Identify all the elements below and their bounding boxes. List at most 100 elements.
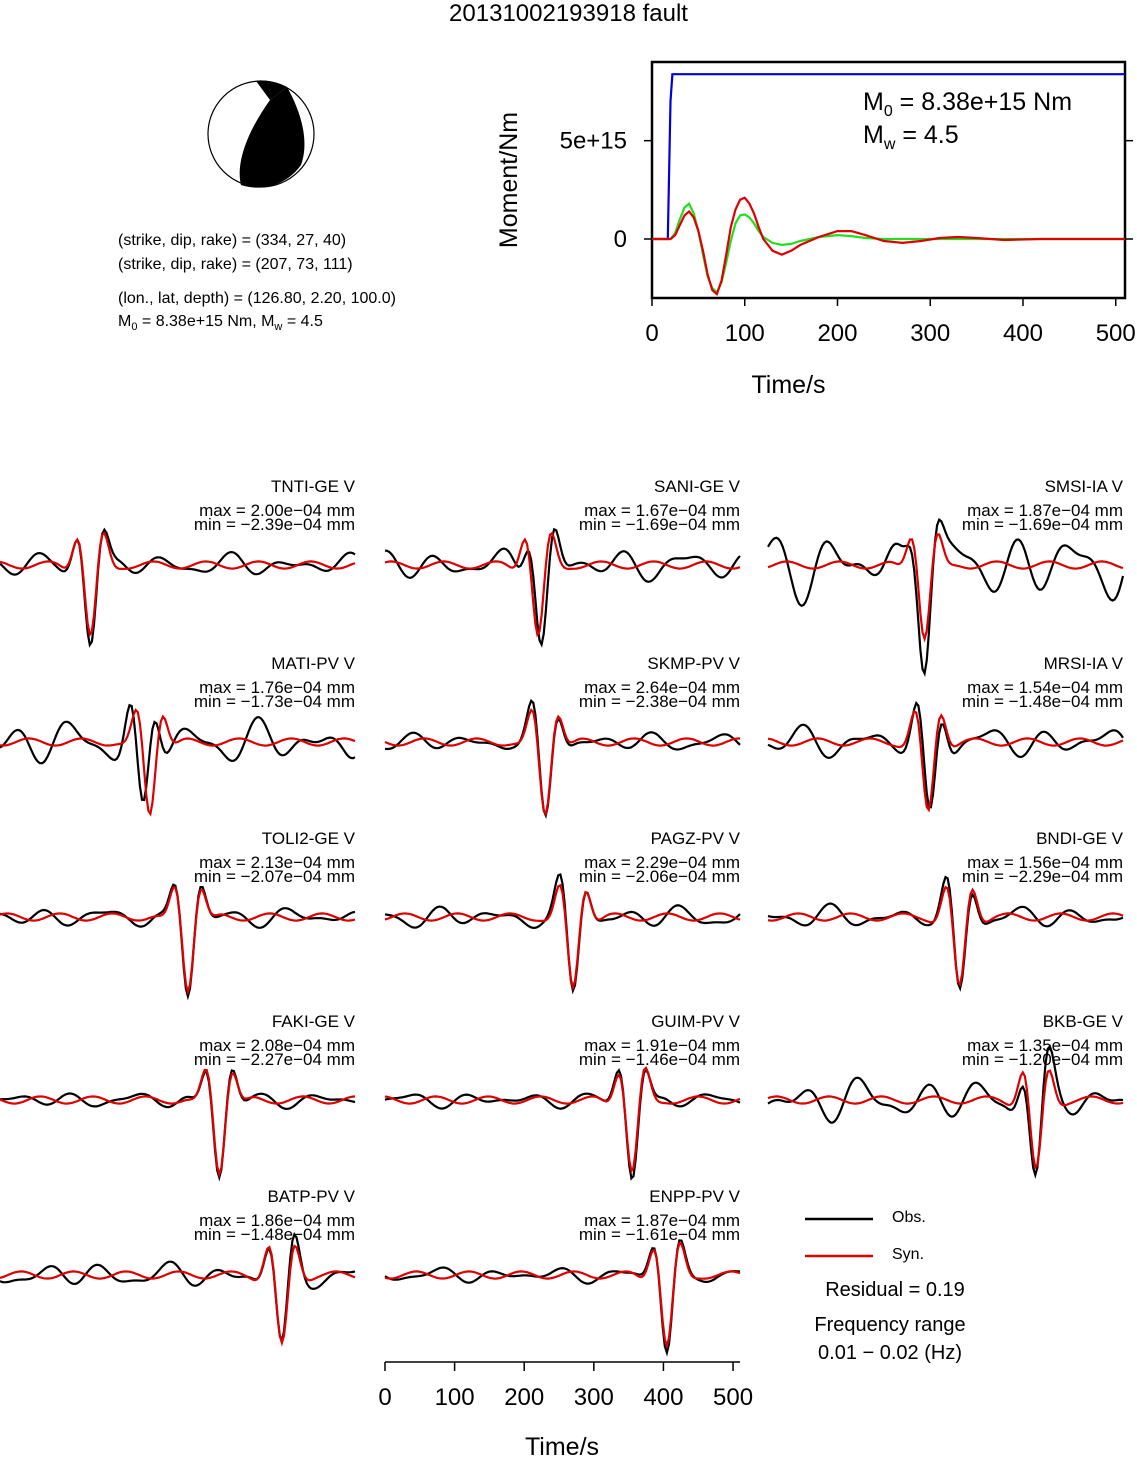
moment-ytick-label: 5e+15 bbox=[560, 128, 627, 155]
wave-xtick-label: 0 bbox=[378, 1384, 391, 1411]
station-min-label: min = −1.69e−04 mm bbox=[961, 515, 1123, 534]
obs-trace bbox=[767, 875, 1124, 992]
moment-plot-frame bbox=[650, 60, 1127, 300]
legend-obs-label: Obs. bbox=[892, 1209, 926, 1226]
obs-trace bbox=[384, 1067, 741, 1181]
station-max-label: max = 1.76e−04 mm bbox=[199, 678, 355, 697]
moment-xtick-label: 300 bbox=[910, 320, 950, 347]
syn-trace bbox=[767, 885, 1124, 988]
station-name-label: GUIM-PV V bbox=[651, 1012, 740, 1031]
params-line1: (strike, dip, rake) = (334, 27, 40) bbox=[118, 232, 347, 249]
syn-trace bbox=[384, 883, 741, 992]
legend bbox=[805, 1217, 873, 1258]
syn-trace bbox=[767, 709, 1124, 813]
station-max-label: max = 1.35e−04 mm bbox=[967, 1036, 1123, 1055]
moment-xtick-label: 500 bbox=[1096, 320, 1136, 347]
moment-annotation-mw: Mw = 4.5 bbox=[863, 121, 959, 153]
moment-ytick-label: 0 bbox=[614, 226, 627, 253]
beach-ball bbox=[207, 80, 315, 188]
frequency-range-value: 0.01 − 0.02 (Hz) bbox=[818, 1342, 962, 1364]
moment-series-1 bbox=[652, 201, 1125, 294]
station-max-label: max = 2.64e−04 mm bbox=[584, 678, 740, 697]
syn-trace bbox=[0, 886, 356, 996]
station-max-label: max = 2.29e−04 mm bbox=[584, 853, 740, 872]
obs-trace bbox=[384, 698, 741, 820]
station-min-label: min = −1.48e−04 mm bbox=[193, 1225, 355, 1244]
station-min-label: min = −2.29e−04 mm bbox=[961, 867, 1123, 886]
syn-trace bbox=[384, 708, 740, 817]
page-title: 20131002193918 fault bbox=[449, 0, 688, 27]
station-min-label: min = −1.73e−04 mm bbox=[193, 692, 355, 711]
moment-annotation-m0: M0 = 8.38e+15 Nm bbox=[863, 88, 1072, 120]
obs-trace bbox=[384, 527, 741, 648]
legend-syn-label: Syn. bbox=[892, 1246, 925, 1263]
station-min-label: min = −1.69e−04 mm bbox=[578, 515, 740, 534]
obs-trace bbox=[384, 873, 741, 995]
syn-trace bbox=[384, 531, 741, 638]
wave-xtick-label: 100 bbox=[435, 1384, 475, 1411]
station-name-label: MRSI-IA V bbox=[1043, 654, 1123, 673]
moment-xtick-label: 100 bbox=[725, 320, 765, 347]
syn-trace bbox=[0, 1068, 356, 1179]
syn-trace bbox=[767, 533, 1124, 643]
station-min-label: min = −2.06e−04 mm bbox=[578, 867, 740, 886]
moment-ylabel: Moment/Nm bbox=[495, 112, 523, 248]
station-name-label: SKMP-PV V bbox=[647, 654, 740, 673]
params-line3: (lon., lat, depth) = (126.80, 2.20, 100.… bbox=[118, 290, 396, 307]
moment-xlabel: Time/s bbox=[751, 371, 825, 399]
station-name-label: PAGZ-PV V bbox=[650, 829, 740, 848]
moment-series-2 bbox=[652, 196, 1125, 297]
station-name-label: BATP-PV V bbox=[267, 1187, 355, 1206]
station-min-label: min = −1.46e−04 mm bbox=[578, 1050, 740, 1069]
waveform-time-axis: 0 100 200 300 400 500 Time/s bbox=[378, 1361, 753, 1457]
syn-trace bbox=[0, 1244, 356, 1347]
station-min-label: min = −1.61e−04 mm bbox=[578, 1225, 740, 1244]
syn-trace bbox=[0, 708, 356, 817]
params-line4: M0 = 8.38e+15 Nm, Mw = 4.5 bbox=[118, 313, 323, 334]
waveform-panels bbox=[0, 517, 1125, 1357]
wave-xtick-label: 200 bbox=[504, 1384, 544, 1411]
wave-xtick-label: 500 bbox=[713, 1384, 753, 1411]
station-name-label: TOLI2-GE V bbox=[261, 829, 355, 848]
wave-xtick-label: 300 bbox=[574, 1384, 614, 1411]
station-min-label: min = −2.07e−04 mm bbox=[193, 867, 355, 886]
station-min-label: min = −2.39e−04 mm bbox=[193, 515, 355, 534]
obs-trace bbox=[384, 1239, 741, 1357]
syn-trace bbox=[384, 1241, 741, 1350]
station-min-label: min = −1.20e−04 mm bbox=[961, 1050, 1123, 1069]
obs-trace bbox=[0, 1069, 356, 1182]
station-name-label: ENPP-PV V bbox=[649, 1187, 740, 1206]
station-name-label: MATI-PV V bbox=[271, 654, 355, 673]
station-max-label: max = 1.56e−04 mm bbox=[967, 853, 1123, 872]
station-min-label: min = −1.48e−04 mm bbox=[961, 692, 1123, 711]
station-max-label: max = 1.87e−04 mm bbox=[584, 1211, 740, 1230]
syn-trace bbox=[767, 1069, 1124, 1170]
moment-xtick-label: 200 bbox=[817, 320, 857, 347]
station-name-label: BNDI-GE V bbox=[1036, 829, 1123, 848]
syn-trace bbox=[0, 531, 356, 638]
station-max-label: max = 1.86e−04 mm bbox=[199, 1211, 355, 1230]
station-name-label: SMSI-IA V bbox=[1044, 477, 1123, 496]
obs-trace bbox=[0, 703, 356, 802]
moment-xtick-label: 0 bbox=[645, 320, 658, 347]
station-max-label: max = 1.91e−04 mm bbox=[584, 1036, 740, 1055]
params-line2: (strike, dip, rake) = (207, 73, 111) bbox=[118, 256, 353, 273]
wave-xlabel: Time/s bbox=[525, 1433, 599, 1457]
station-max-label: max = 2.00e−04 mm bbox=[199, 501, 355, 520]
station-name-label: FAKI-GE V bbox=[271, 1012, 355, 1031]
residual-label: Residual = 0.19 bbox=[825, 1279, 965, 1301]
obs-trace bbox=[767, 517, 1125, 678]
station-max-label: max = 1.67e−04 mm bbox=[584, 501, 740, 520]
frequency-range-label: Frequency range bbox=[814, 1314, 966, 1336]
wave-xtick-label: 400 bbox=[643, 1384, 683, 1411]
syn-trace bbox=[384, 1066, 741, 1174]
obs-trace bbox=[767, 700, 1124, 809]
moment-function-plot: 0 100 200 300 400 500 0 5e+15 Time/s Moment/Nm M0 … bbox=[495, 60, 1136, 399]
obs-trace bbox=[0, 1231, 356, 1345]
station-max-label: max = 1.87e−04 mm bbox=[967, 501, 1123, 520]
station-min-label: min = −2.27e−04 mm bbox=[193, 1050, 355, 1069]
obs-trace bbox=[0, 527, 356, 648]
station-max-label: max = 2.08e−04 mm bbox=[199, 1036, 355, 1055]
station-max-label: max = 1.54e−04 mm bbox=[967, 678, 1123, 697]
